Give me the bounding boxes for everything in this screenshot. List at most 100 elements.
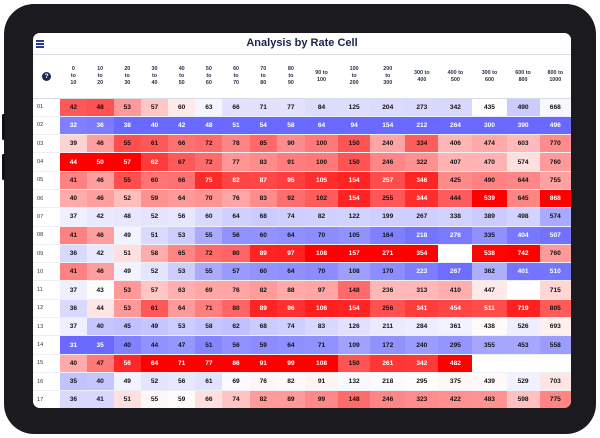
rate-cell[interactable]: 406 [438, 134, 473, 154]
column-header[interactable]: 60 to 70 [222, 56, 250, 99]
rate-cell[interactable] [438, 244, 473, 264]
rate-cell[interactable]: 61 [195, 372, 223, 392]
rate-cell[interactable]: 49 [113, 372, 141, 392]
rate-cell[interactable]: 338 [438, 207, 473, 227]
rate-cell[interactable]: 164 [370, 226, 406, 245]
rate-cell[interactable]: 271 [370, 244, 406, 264]
rate-cell[interactable]: 43 [86, 280, 114, 300]
rate-cell[interactable]: 389 [472, 207, 507, 227]
rate-cell[interactable]: 47 [86, 354, 114, 373]
rate-cell[interactable]: 770 [539, 134, 571, 154]
rate-cell[interactable]: 37 [60, 207, 87, 227]
rate-cell[interactable]: 454 [438, 299, 473, 319]
rate-cell[interactable]: 422 [438, 390, 473, 408]
rate-cell[interactable]: 574 [539, 207, 571, 227]
rate-cell[interactable]: 64 [276, 335, 305, 355]
rate-cell[interactable]: 261 [370, 354, 406, 373]
rate-cell[interactable]: 64 [168, 299, 196, 319]
rate-cell[interactable]: 68 [249, 317, 277, 337]
rate-cell[interactable]: 95 [276, 171, 305, 190]
rate-cell[interactable]: 223 [405, 262, 439, 282]
rate-cell[interactable]: 74 [276, 317, 305, 337]
table-row[interactable]: 06 40 46 52 59 64 70 76 83 92 102 154 255 344 444 539 64… [33, 189, 571, 209]
rate-cell[interactable]: 240 [405, 335, 439, 355]
rate-cell[interactable]: 63 [195, 98, 223, 117]
rate-cell[interactable]: 538 [472, 244, 507, 264]
rate-cell[interactable]: 148 [338, 390, 371, 408]
rate-cell[interactable]: 56 [222, 335, 250, 355]
rate-cell[interactable]: 55 [195, 226, 223, 245]
rate-cell[interactable]: 51 [222, 116, 250, 136]
rate-cell[interactable]: 507 [539, 226, 571, 245]
rate-cell[interactable]: 91 [305, 372, 339, 392]
rate-cell[interactable]: 83 [249, 152, 277, 172]
table-row[interactable]: 05 41 46 55 60 66 75 82 87 95 105 154 257 346 425 490 64… [33, 171, 571, 190]
rate-cell[interactable]: 126 [338, 317, 371, 337]
rate-cell[interactable]: 55 [195, 262, 223, 282]
rate-cell[interactable]: 63 [168, 280, 196, 300]
rate-cell[interactable]: 154 [338, 189, 371, 209]
rate-cell[interactable]: 256 [370, 299, 406, 319]
rate-cell[interactable]: 92 [276, 189, 305, 209]
rate-cell[interactable] [506, 280, 540, 300]
rate-cell[interactable]: 511 [472, 299, 507, 319]
rate-cell[interactable]: 55 [113, 171, 141, 190]
rate-cell[interactable]: 32 [60, 116, 87, 136]
rate-cell[interactable]: 66 [195, 390, 223, 408]
rate-cell[interactable]: 453 [506, 335, 540, 355]
column-header[interactable]: 200 to 300 [370, 56, 406, 99]
rate-cell[interactable]: 68 [249, 207, 277, 227]
rate-cell[interactable]: 39 [60, 134, 87, 154]
rate-cell[interactable]: 105 [305, 171, 339, 190]
rate-cell[interactable]: 51 [113, 244, 141, 264]
rate-cell[interactable]: 84 [305, 98, 339, 117]
table-row[interactable]: 10 41 46 49 52 53 55 57 60 64 70 108 170 223 267 362 401… [33, 262, 571, 282]
rate-cell[interactable]: 742 [506, 244, 540, 264]
rate-cell[interactable]: 150 [338, 134, 371, 154]
rate-cell[interactable]: 102 [305, 189, 339, 209]
hamburger-menu-icon[interactable] [36, 40, 46, 49]
rate-cell[interactable]: 71 [168, 354, 196, 373]
rate-cell[interactable]: 323 [405, 390, 439, 408]
rate-cell[interactable]: 51 [140, 226, 169, 245]
rate-cell[interactable]: 89 [276, 390, 305, 408]
rate-cell[interactable]: 361 [438, 317, 473, 337]
rate-cell[interactable]: 31 [60, 335, 87, 355]
rate-cell[interactable]: 76 [222, 280, 250, 300]
table-row[interactable]: 07 37 42 48 52 56 60 64 68 74 82 122 199 267 338 389 498… [33, 207, 571, 227]
rate-cell[interactable]: 344 [405, 189, 439, 209]
rate-cell[interactable]: 273 [405, 98, 439, 117]
rate-cell[interactable]: 482 [438, 354, 473, 373]
rate-cell[interactable]: 56 [168, 372, 196, 392]
rate-cell[interactable]: 106 [305, 299, 339, 319]
column-header[interactable]: 50 to 60 [195, 56, 223, 99]
table-row[interactable]: 17 36 41 51 55 59 66 74 82 89 99 148 246 323 422 483 598… [33, 390, 571, 408]
rate-cell[interactable]: 37 [60, 317, 87, 337]
rate-cell[interactable]: 76 [249, 372, 277, 392]
rate-cell[interactable]: 61 [140, 134, 169, 154]
rate-cell[interactable]: 44 [60, 152, 87, 172]
rate-cell[interactable]: 52 [140, 262, 169, 282]
rate-cell[interactable]: 313 [405, 280, 439, 300]
rate-cell[interactable]: 42 [86, 207, 114, 227]
rate-cell[interactable]: 64 [140, 354, 169, 373]
rate-cell[interactable]: 42 [86, 244, 114, 264]
rate-cell[interactable]: 868 [539, 189, 571, 209]
rate-cell[interactable]: 36 [60, 244, 87, 264]
rate-cell[interactable]: 36 [60, 390, 87, 408]
rate-cell[interactable]: 154 [370, 116, 406, 136]
rate-cell[interactable]: 82 [249, 390, 277, 408]
rate-cell[interactable]: 80 [222, 299, 250, 319]
rate-cell[interactable]: 66 [168, 134, 196, 154]
table-row[interactable]: 14 31 35 40 44 47 51 56 59 64 71 109 172 240 295 355 453… [33, 335, 571, 355]
rate-cell[interactable]: 72 [195, 134, 223, 154]
rate-cell[interactable]: 407 [438, 152, 473, 172]
rate-cell[interactable]: 439 [472, 372, 507, 392]
rate-cell[interactable]: 83 [249, 189, 277, 209]
rate-cell[interactable]: 49 [140, 317, 169, 337]
rate-cell[interactable]: 97 [305, 280, 339, 300]
rate-cell[interactable]: 80 [222, 244, 250, 264]
rate-cell[interactable]: 470 [472, 152, 507, 172]
rate-cell[interactable]: 805 [539, 299, 571, 319]
rate-cell[interactable]: 390 [506, 116, 540, 136]
